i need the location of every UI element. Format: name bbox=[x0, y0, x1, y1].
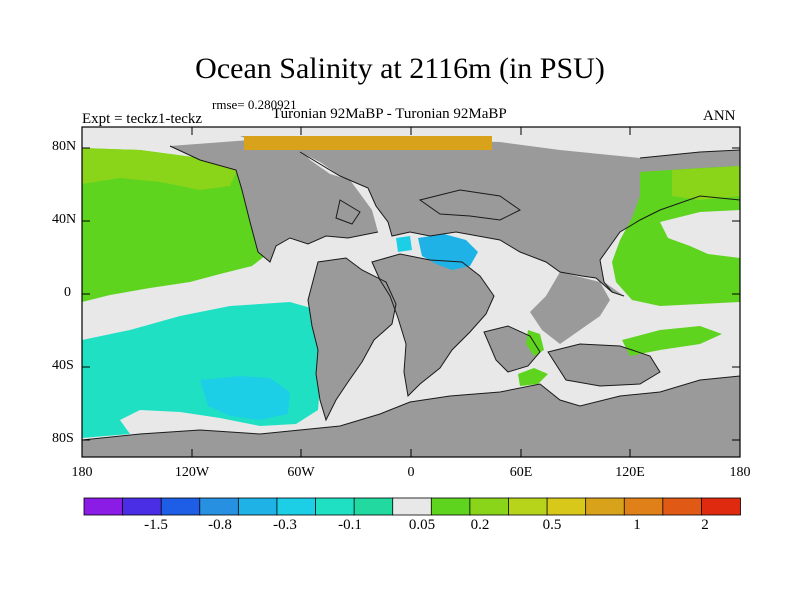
southeast-positive-anomaly bbox=[622, 326, 722, 356]
lon-label-60e: 60E bbox=[509, 465, 533, 480]
lat-label-40n: 40N bbox=[52, 212, 77, 227]
lon-label-180e: 180 bbox=[729, 465, 751, 480]
page-title: Ocean Salinity at 2116m (in PSU) bbox=[195, 52, 605, 85]
tethys-aqua-anomaly bbox=[396, 236, 412, 252]
lat-label-40s: 40S bbox=[52, 358, 74, 373]
lon-label-60w: 60W bbox=[287, 465, 315, 480]
colorbar-swatch bbox=[353, 497, 394, 516]
lat-label-80s: 80S bbox=[52, 431, 74, 446]
colorbar-swatch bbox=[160, 497, 201, 516]
colorbar-label: -1.5 bbox=[144, 517, 168, 533]
lon-label-180w: 180 bbox=[71, 465, 93, 480]
colorbar-label: 0.5 bbox=[542, 517, 562, 533]
comparison-label: Turonian 92MaBP - Turonian 92MaBP bbox=[272, 106, 507, 122]
colorbar-label: 2 bbox=[701, 517, 709, 533]
colorbar-swatch bbox=[199, 497, 240, 516]
land-south-america bbox=[308, 258, 396, 420]
land-africa bbox=[372, 254, 494, 396]
colorbar-swatch bbox=[315, 497, 356, 516]
colorbar-swatch bbox=[392, 497, 433, 516]
south-atlantic-positive-anomaly bbox=[518, 368, 548, 386]
colorbar-swatch bbox=[662, 497, 703, 516]
colorbar-swatch bbox=[623, 497, 664, 516]
colorbar-label: 0.2 bbox=[470, 517, 490, 533]
axis-ticks bbox=[81, 127, 741, 457]
land-north-america bbox=[170, 140, 378, 262]
colorbar bbox=[83, 497, 741, 516]
period-label: ANN bbox=[703, 108, 736, 124]
colorbar-label: 0.05 bbox=[408, 517, 436, 533]
arctic-positive-anomaly bbox=[244, 136, 492, 150]
colorbar-swatch bbox=[237, 497, 278, 516]
land-india bbox=[484, 326, 540, 372]
colorbar-swatch bbox=[430, 497, 471, 516]
experiment-label: Expt = teckz1-teckz bbox=[82, 111, 203, 127]
land-east-asia bbox=[530, 272, 610, 344]
colorbar-swatch bbox=[546, 497, 587, 516]
rmse-label: rmse= 0.280921 bbox=[212, 97, 297, 112]
coastlines bbox=[81, 145, 741, 441]
map-area bbox=[81, 126, 741, 458]
colorbar-swatch bbox=[701, 497, 741, 516]
lon-label-120w: 120W bbox=[174, 465, 210, 480]
colorbar-swatch bbox=[83, 497, 124, 516]
colorbar-swatch bbox=[276, 497, 317, 516]
south-pacific-cyan-anomaly bbox=[200, 376, 290, 420]
colorbar-swatch bbox=[585, 497, 626, 516]
tethys-negative-anomaly bbox=[418, 234, 478, 270]
land-arctic bbox=[240, 136, 740, 296]
land-antarctica bbox=[82, 376, 740, 457]
east-pacific-neutral-patch bbox=[660, 210, 740, 258]
lon-label-120e: 120E bbox=[615, 465, 645, 480]
east-pacific-high-anomaly bbox=[672, 166, 740, 200]
lat-label-0: 0 bbox=[64, 285, 71, 300]
colorbar-swatch bbox=[122, 497, 163, 516]
colorbar-swatch bbox=[469, 497, 510, 516]
colorbar-label: -0.8 bbox=[208, 517, 232, 533]
colorbar-label: -0.3 bbox=[273, 517, 297, 533]
colorbar-swatch bbox=[508, 497, 548, 516]
colorbar-label: 1 bbox=[633, 517, 641, 533]
lat-label-80n: 80N bbox=[52, 139, 77, 154]
lon-label-0: 0 bbox=[407, 465, 415, 480]
colorbar-label: -0.1 bbox=[338, 517, 362, 533]
